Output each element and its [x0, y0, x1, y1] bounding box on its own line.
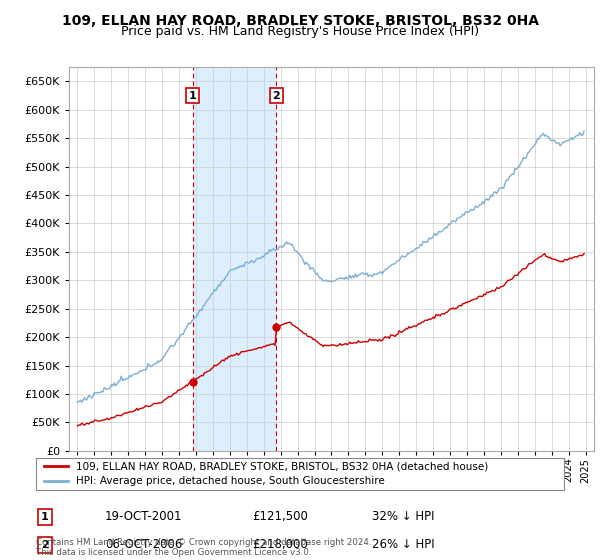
Text: 1: 1 [189, 91, 197, 101]
Text: 06-OCT-2006: 06-OCT-2006 [105, 538, 182, 552]
Text: Price paid vs. HM Land Registry's House Price Index (HPI): Price paid vs. HM Land Registry's House … [121, 25, 479, 38]
Text: 2: 2 [272, 91, 280, 101]
Bar [193, 67, 277, 451]
Text: 26% ↓ HPI: 26% ↓ HPI [372, 538, 434, 552]
Text: HPI: Average price, detached house, South Gloucestershire: HPI: Average price, detached house, Sout… [76, 476, 385, 486]
Text: 2: 2 [41, 540, 49, 550]
Text: Contains HM Land Registry data © Crown copyright and database right 2024.
This d: Contains HM Land Registry data © Crown c… [36, 538, 371, 557]
Text: 32% ↓ HPI: 32% ↓ HPI [372, 510, 434, 524]
Text: 1: 1 [41, 512, 49, 522]
Text: 109, ELLAN HAY ROAD, BRADLEY STOKE, BRISTOL, BS32 0HA: 109, ELLAN HAY ROAD, BRADLEY STOKE, BRIS… [62, 14, 539, 28]
Text: 19-OCT-2001: 19-OCT-2001 [105, 510, 182, 524]
Text: 109, ELLAN HAY ROAD, BRADLEY STOKE, BRISTOL, BS32 0HA (detached house): 109, ELLAN HAY ROAD, BRADLEY STOKE, BRIS… [76, 461, 488, 472]
Text: £218,000: £218,000 [252, 538, 308, 552]
Text: £121,500: £121,500 [252, 510, 308, 524]
